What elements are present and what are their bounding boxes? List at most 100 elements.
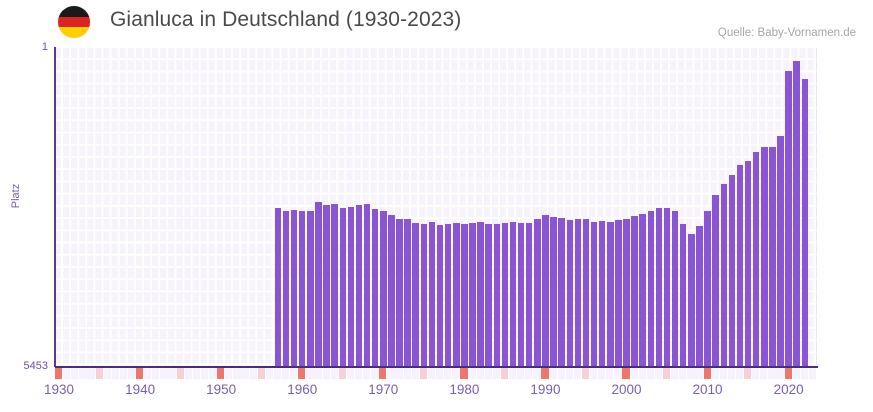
bar[interactable] xyxy=(607,222,614,366)
x-tick-blank xyxy=(387,368,395,379)
bar[interactable] xyxy=(315,201,322,366)
x-tick-blank xyxy=(687,368,695,379)
x-tick-blank xyxy=(614,368,622,379)
x-tick-blank xyxy=(646,368,654,379)
bar[interactable] xyxy=(542,215,549,366)
bar[interactable] xyxy=(525,222,533,366)
x-axis-label: 1950 xyxy=(206,382,237,397)
bar[interactable] xyxy=(744,160,752,366)
bar[interactable] xyxy=(663,208,671,366)
bar[interactable] xyxy=(655,207,663,366)
bar-series xyxy=(55,48,817,366)
bar[interactable] xyxy=(631,215,638,366)
x-tick-blank xyxy=(354,368,363,379)
bar[interactable] xyxy=(388,215,395,366)
bar[interactable] xyxy=(769,147,776,366)
bar[interactable] xyxy=(574,218,582,366)
x-axis-label: 1990 xyxy=(530,382,561,397)
bar[interactable] xyxy=(493,223,501,366)
bar[interactable] xyxy=(371,208,379,366)
x-tick-blank xyxy=(111,368,119,379)
bar[interactable] xyxy=(404,218,411,366)
x-tick-minor xyxy=(95,368,103,379)
bar[interactable] xyxy=(477,222,484,366)
x-tick-blank xyxy=(719,368,727,379)
flag-band-gold xyxy=(58,27,90,38)
bar[interactable] xyxy=(615,220,622,366)
bar[interactable] xyxy=(761,147,768,366)
bar[interactable] xyxy=(639,213,646,366)
bar[interactable] xyxy=(728,175,736,366)
x-axis-label: 1940 xyxy=(125,382,156,397)
bar[interactable] xyxy=(793,61,800,366)
bar[interactable] xyxy=(590,221,598,366)
bar[interactable] xyxy=(752,151,760,366)
x-tick-blank xyxy=(306,368,314,379)
bar[interactable] xyxy=(647,210,655,366)
bar[interactable] xyxy=(582,219,590,366)
bar[interactable] xyxy=(671,211,679,366)
bar[interactable] xyxy=(396,218,403,366)
y-axis-title: Platz xyxy=(10,183,22,209)
bar[interactable] xyxy=(623,218,630,366)
x-tick-blank xyxy=(290,368,298,379)
bar[interactable] xyxy=(453,222,460,366)
bar[interactable] xyxy=(436,225,444,366)
bar[interactable] xyxy=(469,222,476,366)
source-label: Quelle: Baby-Vornamen.de xyxy=(717,27,856,39)
bar[interactable] xyxy=(331,204,338,366)
bar[interactable] xyxy=(299,210,306,366)
bar[interactable] xyxy=(355,205,363,366)
bar[interactable] xyxy=(550,216,557,366)
bar[interactable] xyxy=(517,222,525,366)
x-tick-blank xyxy=(363,368,371,379)
bar[interactable] xyxy=(323,205,330,366)
bar[interactable] xyxy=(420,224,428,366)
bar[interactable] xyxy=(485,223,492,366)
bar[interactable] xyxy=(688,234,695,366)
x-axis-tick-strip xyxy=(55,368,817,379)
bar[interactable] xyxy=(712,194,719,366)
x-tick-blank xyxy=(63,368,71,379)
bar[interactable] xyxy=(534,218,541,366)
bar[interactable] xyxy=(801,79,809,366)
bar[interactable] xyxy=(274,208,282,366)
bar[interactable] xyxy=(444,223,452,366)
bar[interactable] xyxy=(696,225,703,366)
bar[interactable] xyxy=(777,136,784,366)
bar[interactable] xyxy=(680,223,687,366)
bar[interactable] xyxy=(363,203,371,366)
bar[interactable] xyxy=(509,221,517,366)
plot-area xyxy=(55,48,817,366)
x-axis-label: 2010 xyxy=(692,382,723,397)
bar[interactable] xyxy=(347,207,355,366)
x-tick-major xyxy=(460,368,468,379)
x-tick-blank xyxy=(444,368,452,379)
bar[interactable] xyxy=(428,222,436,366)
x-tick-blank xyxy=(265,368,273,379)
x-tick-blank xyxy=(403,368,411,379)
x-tick-minor xyxy=(176,368,184,379)
x-tick-blank xyxy=(508,368,517,379)
bar[interactable] xyxy=(380,211,387,366)
x-tick-blank xyxy=(800,368,808,379)
bar[interactable] xyxy=(598,220,606,366)
bar[interactable] xyxy=(282,211,290,366)
bar[interactable] xyxy=(461,223,468,366)
bar[interactable] xyxy=(566,220,573,366)
bar[interactable] xyxy=(339,207,346,366)
bar[interactable] xyxy=(785,71,792,366)
bar[interactable] xyxy=(290,210,298,366)
bar[interactable] xyxy=(501,222,509,366)
x-tick-blank xyxy=(492,368,500,379)
x-tick-blank xyxy=(598,368,606,379)
x-tick-major xyxy=(379,368,387,379)
bar[interactable] xyxy=(412,222,419,366)
bar[interactable] xyxy=(720,184,727,366)
chart-title: Gianluca in Deutschland (1930-2023) xyxy=(110,8,462,31)
x-tick-blank xyxy=(322,368,330,379)
bar[interactable] xyxy=(558,217,565,366)
bar[interactable] xyxy=(307,211,314,366)
bar[interactable] xyxy=(704,210,711,366)
bar[interactable] xyxy=(736,165,744,366)
